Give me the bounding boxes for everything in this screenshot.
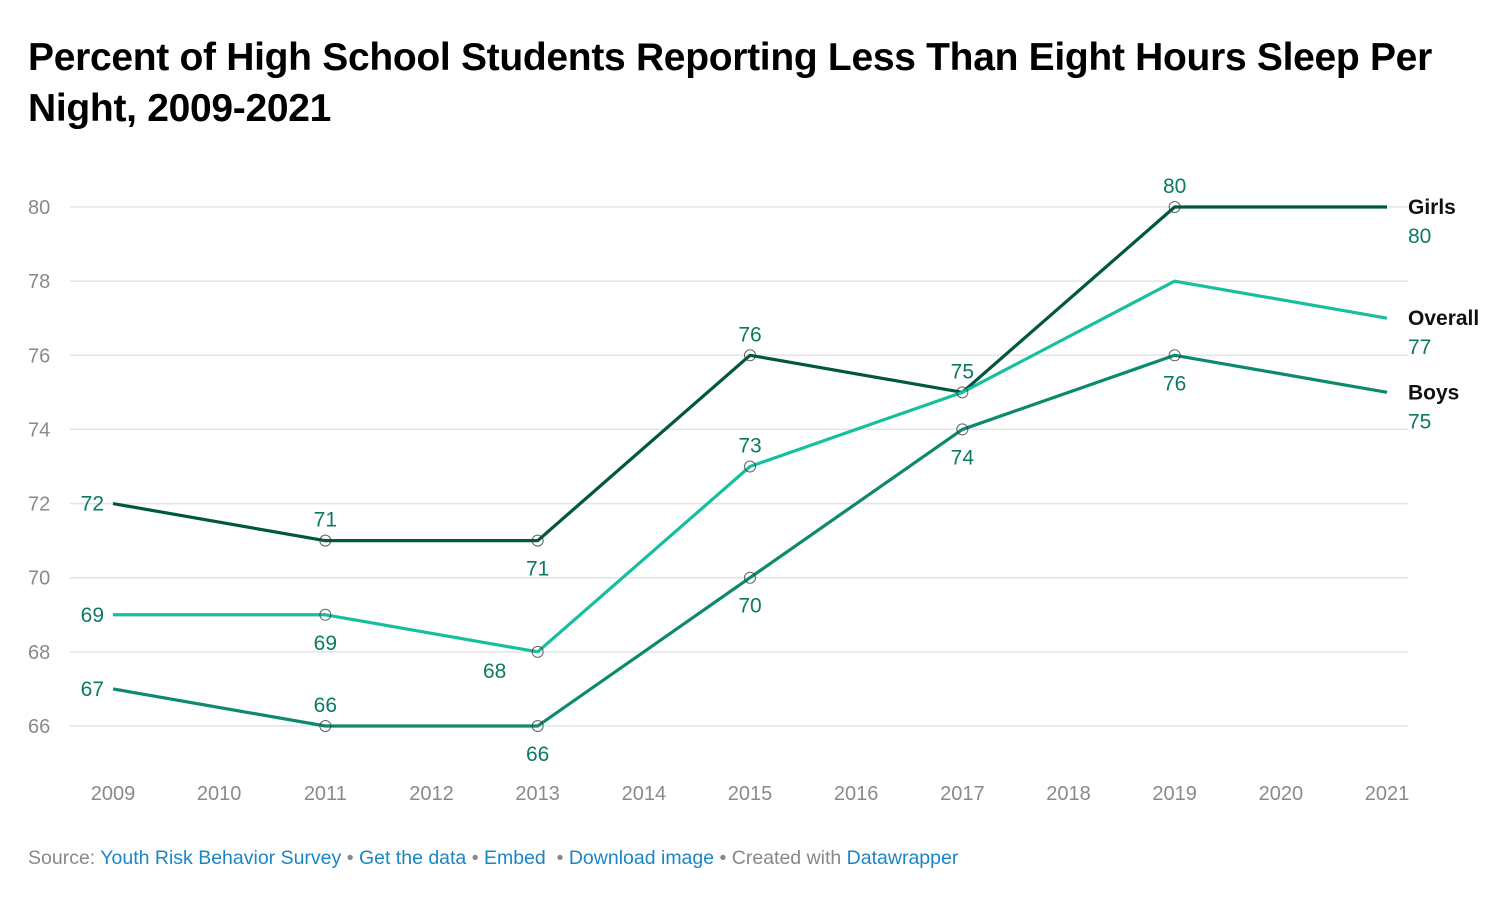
get-data-link[interactable]: Get the data (358, 847, 467, 869)
data-label: 75 (951, 360, 974, 383)
separator: • (341, 847, 359, 869)
gridlines (70, 206, 1408, 727)
y-tick-label: 80 (28, 197, 50, 219)
series-line-overall (113, 279, 1388, 654)
y-tick-label: 78 (28, 271, 50, 293)
series-name-boys: Boys (1408, 381, 1459, 404)
data-point-marker (531, 534, 544, 547)
data-point-marker (956, 386, 969, 399)
embed-link[interactable]: Embed (483, 847, 546, 869)
y-tick-label: 68 (28, 642, 50, 664)
series-end-value: 75 (1408, 410, 1431, 433)
data-point-marker (1168, 201, 1181, 213)
y-tick-label: 72 (28, 494, 50, 516)
separator: • (714, 847, 732, 869)
x-tick-label: 2019 (1152, 783, 1197, 805)
x-tick-label: 2021 (1365, 783, 1410, 805)
y-axis-ticks: 66 68 70 72 74 76 78 80 (28, 197, 50, 738)
download-image-link[interactable]: Download image (568, 847, 715, 869)
x-tick-label: 2015 (728, 783, 773, 805)
data-label: 73 (738, 435, 761, 458)
source-link[interactable]: Youth Risk Behavior Survey (100, 847, 342, 869)
data-label: 69 (81, 604, 104, 627)
series-name-overall: Overall (1408, 307, 1479, 330)
data-label: 74 (951, 446, 975, 469)
data-point-marker (744, 571, 756, 584)
data-point-marker (744, 460, 756, 473)
x-tick-label: 2014 (622, 783, 667, 805)
data-point-marker (531, 720, 544, 732)
x-tick-label: 2017 (940, 783, 985, 805)
series-markers (319, 201, 1181, 732)
x-tick-label: 2020 (1259, 783, 1304, 805)
data-point-marker (319, 720, 332, 732)
x-tick-label: 2018 (1046, 783, 1091, 805)
data-point-marker (531, 645, 544, 658)
chart-title: Percent of High School Students Reportin… (28, 36, 1432, 130)
y-tick-label: 74 (28, 419, 50, 441)
x-tick-label: 2012 (409, 783, 454, 805)
created-with-text: Created with (731, 847, 847, 869)
x-tick-label: 2011 (304, 783, 347, 805)
series-line-girls (112, 205, 1387, 543)
series-name-girls: Girls (1408, 196, 1456, 219)
data-point-marker (1168, 349, 1181, 362)
data-label: 66 (314, 694, 337, 717)
data-label: 67 (81, 678, 104, 701)
data-point-marker (744, 349, 756, 362)
data-label: 68 (483, 660, 506, 683)
series-lines (112, 205, 1388, 728)
y-tick-label: 70 (28, 568, 50, 590)
data-label: 71 (314, 509, 337, 532)
separator: • (551, 847, 569, 869)
data-label: 71 (526, 558, 549, 581)
x-tick-label: 2009 (91, 783, 136, 805)
data-label: 66 (526, 743, 549, 766)
source-prefix: Source: (28, 847, 101, 869)
chart-footer: Source: Youth Risk Behavior Survey • Get… (28, 847, 958, 870)
series-end-value: 80 (1408, 225, 1431, 248)
data-point-marker (956, 423, 969, 436)
data-label: 70 (738, 595, 761, 618)
data-point-marker (319, 608, 332, 621)
y-tick-label: 76 (28, 345, 50, 367)
data-label: 69 (314, 632, 337, 655)
data-label: 80 (1163, 175, 1186, 198)
series-end-labels: Girls 80 Overall 77 Boys 75 (1408, 196, 1479, 433)
data-label: 76 (1163, 372, 1186, 395)
x-axis-ticks: 2009 2010 2011 2012 2013 2014 2015 2016 2017 2018… (91, 783, 1410, 805)
y-tick-label: 66 (28, 716, 50, 738)
x-tick-label: 2016 (834, 783, 879, 805)
datawrapper-link[interactable]: Datawrapper (846, 847, 959, 869)
data-labels: 72 71 71 76 80 69 69 68 73 75 67 66 66 70 74 76 (81, 175, 1187, 766)
x-tick-label: 2010 (197, 783, 242, 805)
x-tick-label: 2013 (515, 783, 560, 805)
data-point-marker (319, 534, 332, 547)
data-label: 76 (738, 323, 761, 346)
separator: • (466, 847, 484, 869)
series-line-boys (112, 353, 1388, 728)
series-end-value: 77 (1408, 336, 1431, 359)
data-label: 72 (81, 493, 104, 516)
